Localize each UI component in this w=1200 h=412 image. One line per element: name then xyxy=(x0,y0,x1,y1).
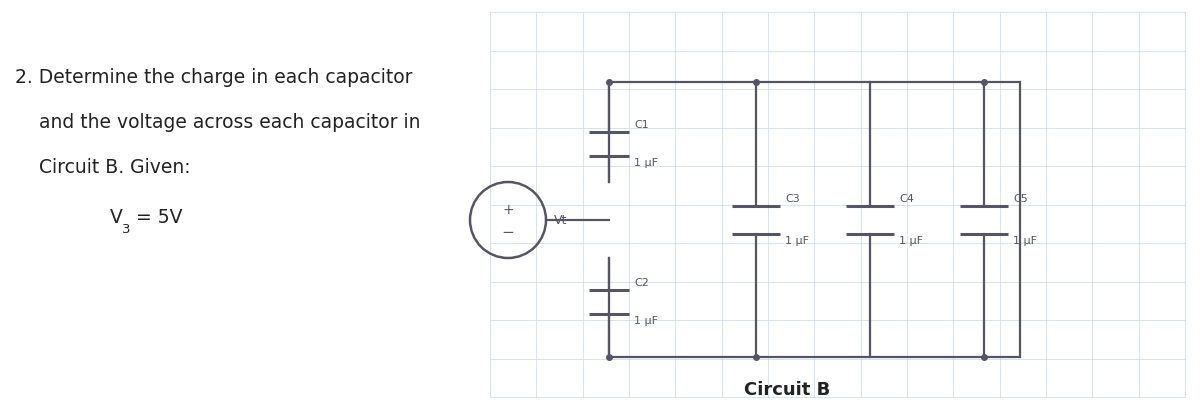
Text: 2. Determine the charge in each capacitor: 2. Determine the charge in each capacito… xyxy=(14,68,413,87)
Text: Circuit B: Circuit B xyxy=(744,381,830,399)
Text: C1: C1 xyxy=(634,120,649,130)
Text: C5: C5 xyxy=(1013,194,1027,204)
Text: 1 µF: 1 µF xyxy=(899,236,923,246)
Text: = 5V: = 5V xyxy=(130,208,182,227)
Text: 3: 3 xyxy=(122,222,131,236)
Text: C2: C2 xyxy=(634,278,649,288)
Text: 1 µF: 1 µF xyxy=(634,158,658,168)
Text: 1 µF: 1 µF xyxy=(634,316,658,326)
Text: Vt: Vt xyxy=(554,213,568,227)
Text: V: V xyxy=(110,208,122,227)
Text: Circuit B. Given:: Circuit B. Given: xyxy=(14,157,191,176)
Text: 1 µF: 1 µF xyxy=(1013,236,1037,246)
Text: +: + xyxy=(502,203,514,217)
Text: 1 µF: 1 µF xyxy=(785,236,809,246)
Text: C3: C3 xyxy=(785,194,799,204)
Text: and the voltage across each capacitor in: and the voltage across each capacitor in xyxy=(14,112,420,131)
Text: −: − xyxy=(502,225,515,239)
Text: C4: C4 xyxy=(899,194,914,204)
